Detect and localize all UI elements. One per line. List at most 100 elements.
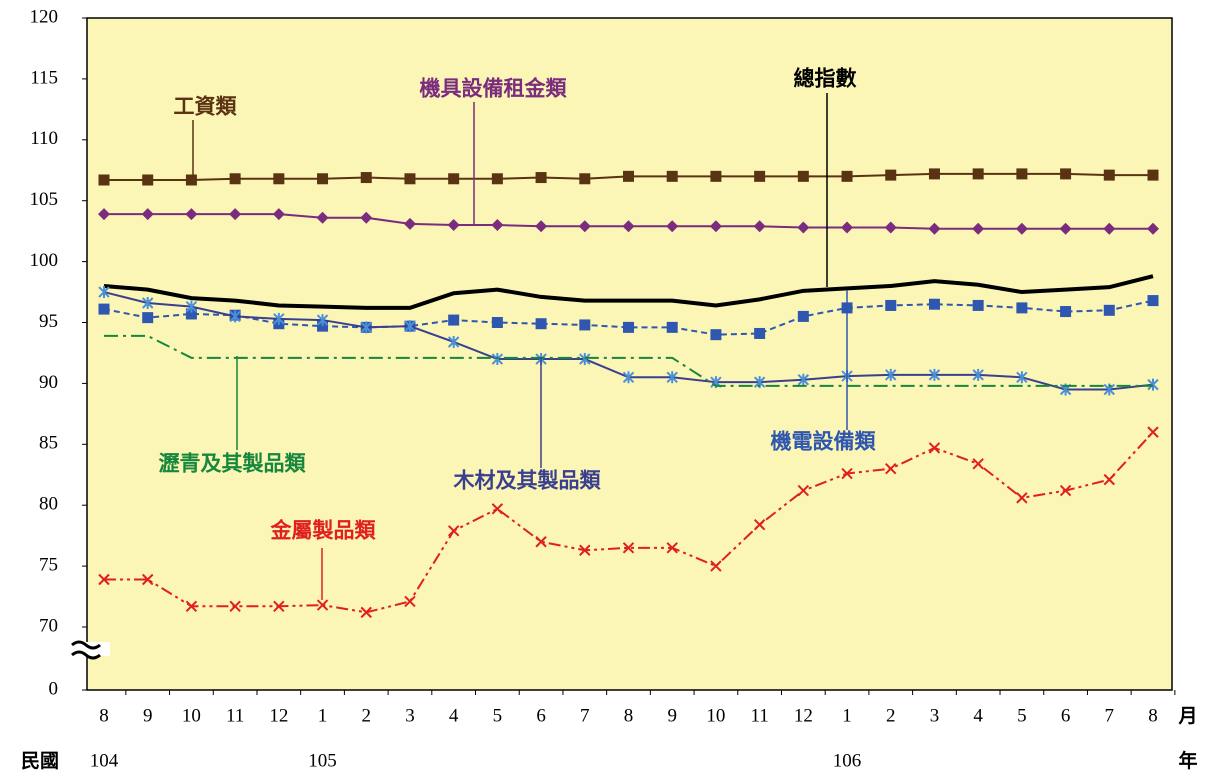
x-unit: 月 [1177, 705, 1197, 727]
marker [229, 600, 241, 613]
year-label: 105 [308, 750, 337, 771]
marker [622, 371, 635, 384]
x-tick-label: 5 [1017, 705, 1027, 726]
marker [1016, 302, 1028, 314]
marker [491, 219, 504, 232]
x-tick-label: 5 [493, 705, 503, 726]
x-tick-label: 9 [667, 705, 677, 726]
marker [797, 221, 810, 234]
marker [972, 299, 984, 311]
marker [98, 208, 110, 221]
x-tick-label: 7 [1105, 705, 1115, 726]
x-tick-label: 2 [886, 705, 896, 726]
x-tick-label: 12 [269, 705, 288, 726]
x-tick-label: 4 [449, 705, 459, 726]
x-tick-label: 1 [318, 705, 328, 726]
y-tick-label: 110 [30, 128, 58, 149]
marker [1103, 304, 1115, 316]
marker [928, 298, 940, 310]
marker [579, 319, 591, 331]
marker [1147, 169, 1159, 181]
marker [142, 297, 154, 310]
marker [666, 170, 678, 182]
series-label: 木材及其製品類 [453, 468, 602, 493]
marker [885, 299, 897, 311]
marker [972, 168, 984, 180]
marker [185, 208, 198, 221]
year-unit: 年 [1178, 749, 1197, 772]
series [98, 426, 1159, 619]
series-label: 機電設備類 [771, 429, 877, 454]
marker [273, 600, 285, 613]
marker [98, 573, 110, 586]
marker [797, 310, 809, 322]
plot-area [86, 17, 1173, 691]
marker [928, 222, 941, 235]
x-tick-label: 3 [405, 705, 415, 726]
marker [972, 458, 984, 470]
marker [841, 221, 854, 234]
marker [623, 170, 634, 182]
marker [535, 318, 547, 330]
series-line [103, 274, 1154, 310]
marker [623, 321, 634, 333]
marker [578, 220, 591, 233]
y-tick-label: 90 [39, 372, 58, 393]
marker [753, 220, 766, 233]
axis-break [71, 640, 110, 660]
marker [1147, 295, 1159, 307]
marker [447, 219, 460, 232]
series-label: 金屬製品類 [270, 518, 377, 543]
x-tick-label: 6 [536, 705, 546, 726]
marker [928, 442, 941, 454]
y-tick-label: 115 [30, 67, 58, 88]
era-label: 民國 [21, 750, 59, 772]
x-tick-label: 4 [973, 705, 983, 726]
marker [491, 503, 504, 515]
x-tick-label: 6 [1061, 705, 1071, 726]
y-tick-label: 105 [30, 189, 59, 210]
y-tick-label: 80 [39, 494, 58, 515]
marker [98, 286, 110, 299]
marker [404, 320, 416, 333]
marker [1016, 492, 1028, 504]
marker [666, 321, 678, 333]
x-tick-label: 9 [143, 705, 153, 726]
x-tick-label: 3 [930, 705, 940, 726]
marker [884, 221, 897, 234]
marker [447, 335, 460, 348]
marker [1059, 222, 1072, 235]
marker [1147, 426, 1159, 438]
marker [272, 208, 285, 221]
marker [709, 220, 722, 233]
marker [404, 595, 416, 608]
marker [841, 467, 853, 480]
marker [316, 314, 329, 327]
x-tick-label: 10 [706, 705, 725, 726]
marker [185, 308, 197, 320]
marker [972, 222, 985, 235]
marker [885, 169, 897, 181]
x-tick-label: 10 [182, 705, 201, 726]
y-tick-label: 75 [39, 554, 58, 575]
marker [229, 173, 241, 185]
marker [141, 208, 154, 221]
x-tick-label: 11 [750, 705, 768, 726]
y-tick-label: 85 [39, 433, 58, 454]
marker [273, 173, 285, 185]
marker [1060, 168, 1072, 180]
x-tick-label: 1 [842, 705, 852, 726]
y-tick-label: 100 [30, 250, 59, 271]
marker [885, 462, 897, 475]
marker [316, 211, 329, 224]
series [98, 286, 1159, 396]
marker [1103, 473, 1115, 486]
y-tick-label: 70 [39, 615, 58, 636]
marker [753, 518, 766, 531]
marker [185, 600, 198, 613]
marker [317, 320, 329, 332]
y-tick-label: 0 [49, 678, 59, 699]
marker [98, 174, 110, 186]
marker [1059, 484, 1072, 497]
marker [841, 170, 853, 182]
